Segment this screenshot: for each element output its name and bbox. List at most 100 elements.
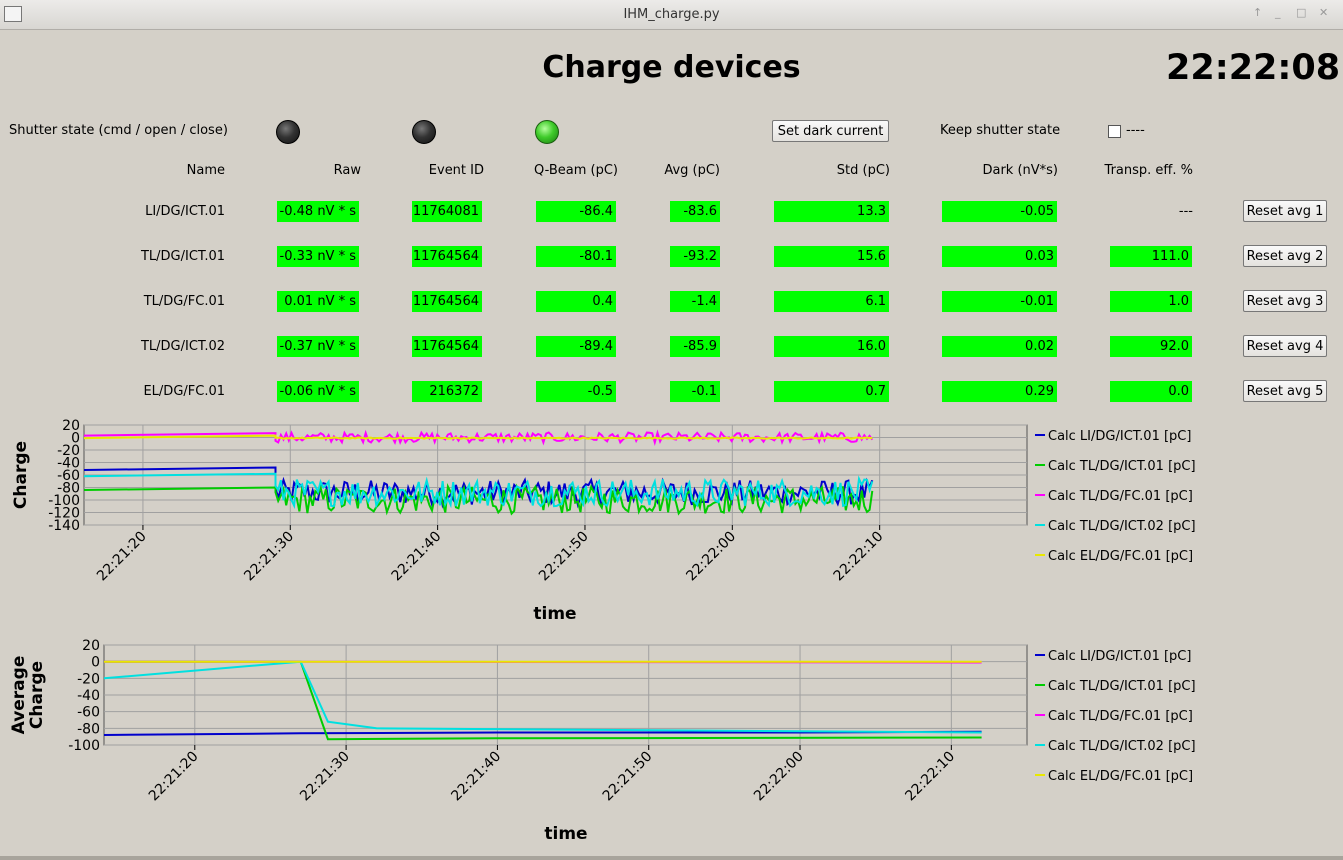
x-tick-label: 22:22:10: [831, 529, 887, 585]
y-tick-label: -80: [57, 481, 80, 497]
y-tick-label: -120: [48, 506, 80, 522]
col-header-transp-eff: Transp. eff. %: [1104, 163, 1193, 178]
shutter-open-led-icon: [412, 120, 436, 144]
legend-entry: Calc EL/DG/FC.01 [pC]: [1048, 769, 1193, 784]
raw-value: -0.48 nV * s: [277, 201, 359, 222]
shutter-state-label: Shutter state (cmd / open / close): [9, 123, 228, 138]
legend-entry: Calc TL/DG/ICT.02 [pC]: [1048, 519, 1196, 534]
col-header-qbeam: Q-Beam (pC): [534, 163, 618, 178]
transp-eff-value: ---: [1178, 204, 1193, 219]
col-header-event-id: Event ID: [428, 163, 484, 178]
x-tick-label: 22:21:40: [389, 529, 445, 585]
row-name: TL/DG/FC.01: [143, 294, 225, 309]
reset-avg-4-button[interactable]: Reset avg 4: [1243, 335, 1327, 357]
legend-entry: Calc TL/DG/FC.01 [pC]: [1048, 489, 1193, 504]
charge-chart: 200-20-40-60-80-100-120-140 22:21:20 22:21…: [11, 418, 1196, 624]
event-id-value: 11764564: [412, 336, 482, 357]
y-axis-label-line: Average: [9, 656, 29, 735]
qbeam-value: -86.4: [536, 201, 616, 222]
dark-value: 0.03: [942, 246, 1057, 267]
y-axis-label-line: Charge: [11, 441, 31, 509]
shutter-cmd-led-icon: [276, 120, 300, 144]
avg-value: -93.2: [670, 246, 720, 267]
qbeam-value: 0.4: [536, 291, 616, 312]
reset-avg-5-button[interactable]: Reset avg 5: [1243, 380, 1327, 402]
x-axis-label: time: [533, 604, 576, 624]
col-header-raw: Raw: [333, 163, 361, 178]
series-line: [84, 482, 874, 516]
series-line: [84, 472, 874, 510]
keep-shutter-state-label: Keep shutter state: [940, 123, 1061, 138]
event-id-value: 11764564: [412, 291, 482, 312]
dark-value: 0.02: [942, 336, 1057, 357]
y-tick-label: -60: [57, 468, 80, 484]
keep-shutter-checkbox[interactable]: [1108, 125, 1121, 138]
std-value: 0.7: [774, 381, 889, 402]
set-dark-current-button[interactable]: Set dark current: [772, 120, 889, 142]
y-axis-label-line: Charge: [27, 661, 47, 729]
clock: 22:22:08: [1166, 48, 1341, 88]
x-tick-label: 22:22:10: [902, 749, 958, 805]
transp-eff-value: 92.0: [1110, 336, 1192, 357]
col-header-name: Name: [186, 163, 225, 178]
x-tick-label: 22:21:20: [94, 529, 150, 585]
event-id-value: 11764564: [412, 246, 482, 267]
y-tick-label: -40: [77, 688, 100, 704]
window-minimize-icon[interactable]: _: [1275, 6, 1281, 19]
row-name: LI/DG/ICT.01: [145, 204, 225, 219]
event-id-value: 216372: [412, 381, 482, 402]
qbeam-value: -0.5: [536, 381, 616, 402]
window-maximize-icon[interactable]: □: [1296, 6, 1307, 19]
legend-entry: Calc TL/DG/FC.01 [pC]: [1048, 709, 1193, 724]
series-group: [104, 660, 982, 741]
x-tick-label: 22:21:30: [241, 529, 297, 585]
window-close-icon[interactable]: ✕: [1319, 6, 1329, 19]
reset-avg-3-button[interactable]: Reset avg 3: [1243, 290, 1327, 312]
legend-entry: Calc TL/DG/ICT.02 [pC]: [1048, 739, 1196, 754]
x-tick-label: 22:21:30: [297, 749, 353, 805]
avg-value: -1.4: [670, 291, 720, 312]
event-id-value: 11764081: [412, 201, 482, 222]
x-axis-label: time: [544, 824, 587, 844]
transp-eff-value: 111.0: [1110, 246, 1192, 267]
std-value: 16.0: [774, 336, 889, 357]
dark-value: 0.29: [942, 381, 1057, 402]
page-title: Charge devices: [542, 50, 801, 85]
y-axis-label: Charge: [11, 441, 31, 509]
transp-eff-value: 0.0: [1110, 381, 1192, 402]
transp-eff-value: 1.0: [1110, 291, 1192, 312]
x-tick-label: 22:21:50: [600, 749, 656, 805]
window-titlebar: IHM_charge.py ↑ _ □ ✕: [0, 0, 1343, 30]
legend-entry: Calc TL/DG/ICT.01 [pC]: [1048, 459, 1196, 474]
dark-value: -0.01: [942, 291, 1057, 312]
legend-entry: Calc LI/DG/ICT.01 [pC]: [1048, 649, 1191, 664]
std-value: 13.3: [774, 201, 889, 222]
raw-value: -0.37 nV * s: [277, 336, 359, 357]
x-tick-label: 22:22:00: [683, 529, 739, 585]
y-tick-label: -100: [48, 493, 80, 509]
x-tick-label: 22:21:40: [448, 749, 504, 805]
x-tick-label: 22:22:00: [751, 749, 807, 805]
window-up-icon[interactable]: ↑: [1253, 6, 1263, 19]
reset-avg-1-button[interactable]: Reset avg 1: [1243, 200, 1327, 222]
y-tick-label: -20: [77, 671, 100, 687]
avg-value: -0.1: [670, 381, 720, 402]
y-tick-label: 20: [82, 638, 100, 654]
y-tick-label: -140: [48, 518, 80, 534]
dark-value: -0.05: [942, 201, 1057, 222]
raw-value: -0.06 nV * s: [277, 381, 359, 402]
window-app-icon: [4, 6, 22, 22]
legend-entry: Calc LI/DG/ICT.01 [pC]: [1048, 429, 1191, 444]
avg-value: -85.9: [670, 336, 720, 357]
x-tick-label: 22:21:20: [146, 749, 202, 805]
reset-avg-2-button[interactable]: Reset avg 2: [1243, 245, 1327, 267]
std-value: 6.1: [774, 291, 889, 312]
series-group: [84, 429, 874, 516]
y-tick-label: -60: [77, 705, 100, 721]
series-line: [84, 434, 873, 440]
qbeam-value: -80.1: [536, 246, 616, 267]
window-title: IHM_charge.py: [623, 7, 720, 22]
qbeam-value: -89.4: [536, 336, 616, 357]
col-header-std: Std (pC): [836, 163, 890, 178]
x-tick-label: 22:21:50: [536, 529, 592, 585]
